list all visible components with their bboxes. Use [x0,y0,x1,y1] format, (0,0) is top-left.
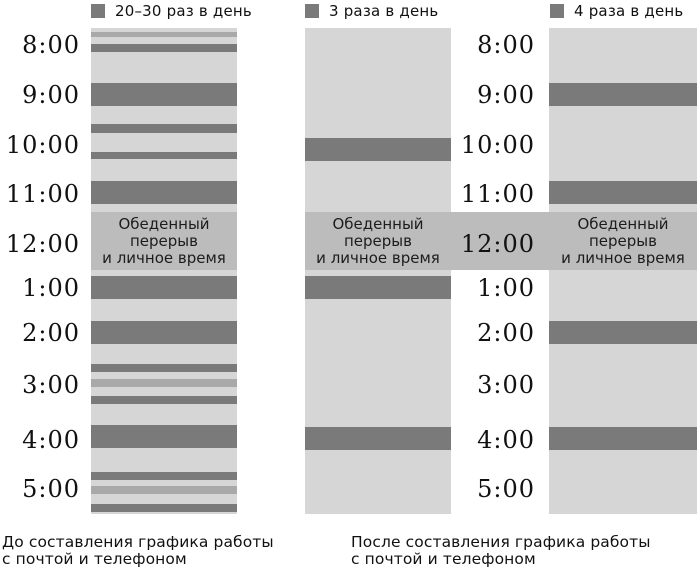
time-label: 3:00 [22,371,80,399]
caption-line: После составления графика работы [351,533,651,551]
light-band [91,486,237,494]
time-label: 12:00 [460,230,535,258]
legend-item-3: 3 раза в день [305,2,438,20]
dark-band [91,44,237,52]
time-label: 8:00 [477,31,535,59]
time-label: 4:00 [22,426,80,454]
dark-band [91,124,237,133]
time-label: 4:00 [477,426,535,454]
legend-label: 4 раза в день [574,2,684,20]
lunch-block-after-3: Обеденный перерыв и личное время [305,212,451,270]
light-band [91,379,237,387]
dark-band [91,504,237,512]
lunch-label-line: и личное время [561,248,685,267]
lunch-label-line: и личное время [102,248,226,267]
legend-label: 3 раза в день [329,2,439,20]
dark-band [549,427,697,450]
dark-band [91,276,237,299]
column-after-3 [305,28,451,514]
time-label: 1:00 [22,274,80,302]
lunch-label-line: перерыв [130,231,198,250]
dark-band [91,364,237,372]
dark-band [91,425,237,448]
time-label: 3:00 [477,371,535,399]
time-label: 1:00 [477,274,535,302]
lunch-strip-after [305,212,697,270]
time-label: 10:00 [5,131,80,159]
legend-item-20-30: 20–30 раз в день [91,2,252,20]
time-label: 5:00 [477,475,535,503]
dark-band [305,276,451,299]
time-label: 8:00 [22,31,80,59]
caption-line: с почтой и телефоном [351,550,536,568]
dark-band [305,427,451,450]
legend-swatch [550,4,564,18]
lunch-label-line: Обеденный [577,214,669,233]
dark-band [549,83,697,106]
dark-band [91,152,237,159]
time-label: 12:00 [5,230,80,258]
caption-after: После составления графика работы с почто… [351,534,651,568]
time-label: 2:00 [22,319,80,347]
dark-band [91,181,237,204]
legend-item-4: 4 раза в день [550,2,683,20]
dark-band [91,472,237,480]
time-label: 9:00 [22,81,80,109]
time-label: 11:00 [460,180,535,208]
lunch-block-after-4: Обеденный перерыв и личное время [549,212,697,270]
lunch-label-line: Обеденный [332,214,424,233]
caption-before: До составления графика работы с почтой и… [2,534,274,568]
caption-line: с почтой и телефоном [2,550,187,568]
time-label: 10:00 [460,131,535,159]
caption-line: До составления графика работы [2,533,274,551]
dark-band [91,396,237,404]
time-label: 2:00 [477,319,535,347]
dark-band [91,321,237,344]
lunch-label-line: и личное время [316,248,440,267]
column-after-4 [549,28,697,514]
legend-swatch [91,4,105,18]
dark-band [91,83,237,106]
light-band [91,32,237,37]
column-before [91,28,237,514]
time-label: 9:00 [477,81,535,109]
lunch-label-line: Обеденный [118,214,210,233]
time-label: 11:00 [5,180,80,208]
dark-band [549,321,697,344]
legend-label: 20–30 раз в день [115,2,252,20]
lunch-label-line: перерыв [589,231,657,250]
dark-band [549,181,697,204]
time-label: 5:00 [22,475,80,503]
lunch-block-before: Обеденный перерыв и личное время [91,212,237,270]
dark-band [305,138,451,161]
legend-swatch [305,4,319,18]
lunch-label-line: перерыв [344,231,412,250]
